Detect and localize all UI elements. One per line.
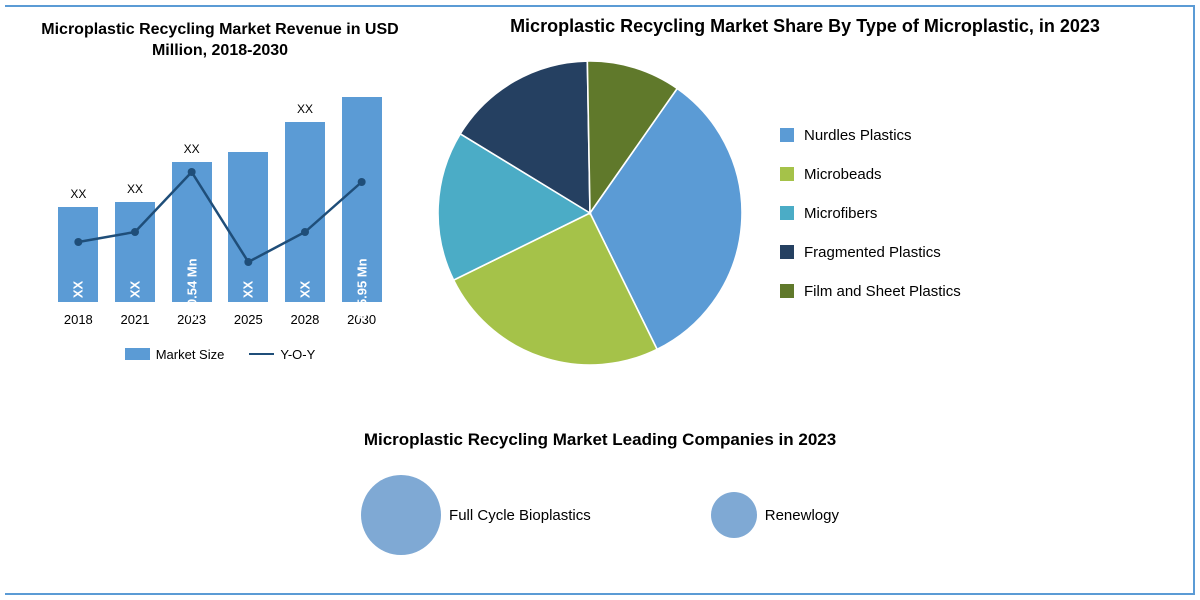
legend-market-size-label: Market Size — [156, 347, 225, 362]
pie-legend-item: Nurdles Plastics — [780, 127, 961, 144]
pie-legend-dot-icon — [780, 128, 794, 142]
bubbles-area: Full Cycle Bioplastics Renewlogy — [40, 475, 1160, 555]
pie-legend: Nurdles Plastics Microbeads Microfibers Fra… — [780, 127, 961, 300]
bar-chart: 2018XXXX2021XXXX2023280.54 MnXX2025XX202… — [50, 72, 390, 332]
pie-wrap: Nurdles Plastics Microbeads Microfibers Fra… — [430, 53, 1180, 373]
bar-chart-title: Microplastic Recycling Market Revenue in… — [40, 20, 400, 62]
bar-category-label: 2028 — [290, 312, 319, 327]
bubble-item: Full Cycle Bioplastics — [361, 475, 591, 555]
pie-legend-label: Film and Sheet Plastics — [804, 283, 961, 300]
bar-top-label: XX — [127, 182, 143, 196]
pie-legend-item: Microbeads — [780, 166, 961, 183]
pie-chart — [430, 53, 750, 373]
pie-chart-section: Microplastic Recycling Market Share By T… — [420, 0, 1200, 430]
bar-top-label: XX — [297, 102, 313, 116]
pie-legend-label: Microfibers — [804, 205, 877, 222]
pie-legend-dot-icon — [780, 284, 794, 298]
bubble-label: Full Cycle Bioplastics — [449, 507, 591, 524]
bar: 2021XXXX — [115, 202, 155, 302]
bar: 2030435.95 Mn — [342, 97, 382, 302]
bar-top-label: XX — [70, 187, 86, 201]
pie-legend-label: Microbeads — [804, 166, 882, 183]
pie-legend-dot-icon — [780, 167, 794, 181]
legend-yoy: Y-O-Y — [249, 347, 315, 362]
bar-value-label: 435.95 Mn — [354, 258, 369, 320]
pie-legend-dot-icon — [780, 206, 794, 220]
bar-value-label: XX — [127, 280, 142, 297]
bar-value-label: XX — [297, 280, 312, 297]
bar-value-label: XX — [71, 280, 86, 297]
legend-yoy-label: Y-O-Y — [280, 347, 315, 362]
pie-legend-item: Fragmented Plastics — [780, 244, 961, 261]
bubble-label: Renewlogy — [765, 507, 839, 524]
bar-top-label: XX — [184, 142, 200, 156]
bar: 2025XX — [228, 152, 268, 302]
bar-value-label: XX — [241, 280, 256, 297]
bar-value-label: 280.54 Mn — [184, 258, 199, 320]
bubble-icon — [361, 475, 441, 555]
bottom-section: Microplastic Recycling Market Leading Co… — [0, 430, 1200, 600]
bubble-chart-title: Microplastic Recycling Market Leading Co… — [40, 430, 1160, 450]
pie-legend-label: Nurdles Plastics — [804, 127, 912, 144]
top-section: Microplastic Recycling Market Revenue in… — [0, 0, 1200, 430]
bar-category-label: 2025 — [234, 312, 263, 327]
bar: 2018XXXX — [58, 207, 98, 302]
pie-chart-title: Microplastic Recycling Market Share By T… — [430, 15, 1180, 38]
bar: 2023280.54 MnXX — [172, 162, 212, 302]
bar-chart-legend: Market Size Y-O-Y — [40, 347, 400, 362]
bar: 2028XXXX — [285, 122, 325, 302]
pie-legend-item: Film and Sheet Plastics — [780, 283, 961, 300]
bar-chart-section: Microplastic Recycling Market Revenue in… — [0, 0, 420, 430]
pie-legend-label: Fragmented Plastics — [804, 244, 941, 261]
pie-legend-item: Microfibers — [780, 205, 961, 222]
legend-box-icon — [125, 348, 150, 360]
pie-legend-dot-icon — [780, 245, 794, 259]
bar-category-label: 2018 — [64, 312, 93, 327]
bars-area: 2018XXXX 2021XXXX 2023280.54 MnXX 2025XX 202… — [50, 92, 390, 302]
bubble-icon — [711, 492, 757, 538]
bar-category-label: 2021 — [121, 312, 150, 327]
legend-line-icon — [249, 353, 274, 355]
legend-market-size: Market Size — [125, 347, 225, 362]
bubble-item: Renewlogy — [711, 492, 839, 538]
